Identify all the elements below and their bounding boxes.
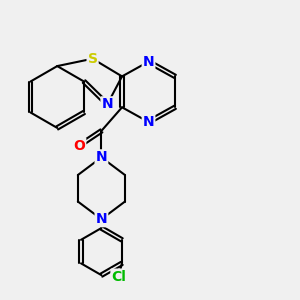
Text: N: N bbox=[143, 115, 154, 129]
Text: N: N bbox=[143, 55, 154, 69]
Text: N: N bbox=[96, 150, 107, 164]
Text: N: N bbox=[101, 98, 113, 111]
Text: S: S bbox=[88, 52, 98, 66]
Text: O: O bbox=[74, 139, 85, 153]
Text: Cl: Cl bbox=[111, 270, 126, 283]
Text: N: N bbox=[96, 212, 107, 226]
